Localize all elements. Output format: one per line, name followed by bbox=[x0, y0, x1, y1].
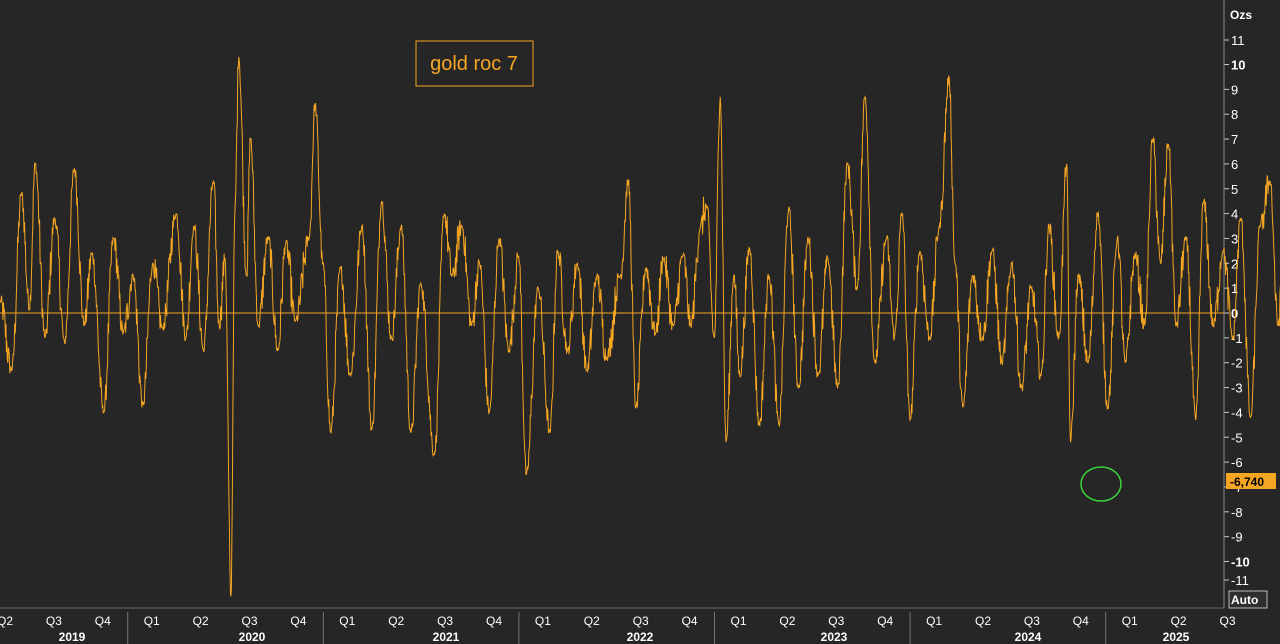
legend-label: gold roc 7 bbox=[430, 53, 518, 75]
y-tick-label: -4 bbox=[1231, 405, 1243, 420]
x-quarter-label: Q4 bbox=[877, 614, 893, 628]
last-value-tag: -6,740 bbox=[1226, 473, 1276, 489]
y-tick-label: 10 bbox=[1231, 58, 1245, 73]
series-line-gold-roc-7 bbox=[0, 56, 1280, 597]
x-quarter-label: Q2 bbox=[584, 614, 600, 628]
x-year-label: 2023 bbox=[821, 630, 848, 644]
x-quarter-label: Q3 bbox=[633, 614, 649, 628]
x-quarter-label: Q3 bbox=[241, 614, 257, 628]
x-quarter-label: Q2 bbox=[0, 614, 13, 628]
y-tick-label: -2 bbox=[1231, 356, 1243, 371]
y-tick-label: -10 bbox=[1231, 555, 1250, 570]
y-tick-label: -11 bbox=[1231, 573, 1249, 588]
x-quarter-label: Q2 bbox=[193, 614, 209, 628]
auto-button-label: Auto bbox=[1231, 593, 1258, 607]
x-quarter-label: Q2 bbox=[388, 614, 404, 628]
y-tick-label: -9 bbox=[1231, 530, 1243, 545]
legend-box: gold roc 7 bbox=[415, 40, 534, 87]
x-quarter-label: Q3 bbox=[828, 614, 844, 628]
x-quarter-label: Q4 bbox=[486, 614, 502, 628]
x-quarter-label: Q3 bbox=[1219, 614, 1235, 628]
last-value-label: -6,740 bbox=[1230, 475, 1264, 489]
y-tick-label: 9 bbox=[1231, 82, 1238, 97]
x-quarter-label: Q3 bbox=[46, 614, 62, 628]
x-year-label: 2024 bbox=[1015, 630, 1042, 644]
y-tick-label: -5 bbox=[1231, 430, 1243, 445]
x-quarter-label: Q3 bbox=[437, 614, 453, 628]
x-quarter-label: Q1 bbox=[144, 614, 160, 628]
x-quarter-label: Q3 bbox=[1024, 614, 1040, 628]
x-quarter-label: Q4 bbox=[1073, 614, 1089, 628]
x-quarter-label: Q1 bbox=[926, 614, 942, 628]
auto-scale-button[interactable]: Auto bbox=[1228, 590, 1268, 609]
x-year-label: 2025 bbox=[1163, 630, 1190, 644]
y-axis-unit-label: Ozs bbox=[1230, 8, 1252, 22]
x-quarter-label: Q4 bbox=[290, 614, 306, 628]
last-value-highlight-circle bbox=[1080, 466, 1122, 502]
y-tick-label: -6 bbox=[1231, 455, 1243, 470]
x-year-label: 2021 bbox=[433, 630, 460, 644]
y-tick-label: 2 bbox=[1231, 256, 1238, 271]
y-tick-label: 11 bbox=[1231, 33, 1245, 48]
x-quarter-label: Q4 bbox=[95, 614, 111, 628]
x-year-label: 2020 bbox=[239, 630, 266, 644]
x-quarter-label: Q2 bbox=[1171, 614, 1187, 628]
y-tick-label: 4 bbox=[1231, 207, 1238, 222]
x-year-label: 2019 bbox=[59, 630, 86, 644]
x-quarter-label: Q2 bbox=[779, 614, 795, 628]
y-tick-label: -3 bbox=[1231, 381, 1243, 396]
x-quarter-label: Q1 bbox=[535, 614, 551, 628]
x-quarter-label: Q1 bbox=[1122, 614, 1138, 628]
y-tick-label: 1 bbox=[1231, 281, 1238, 296]
x-quarter-label: Q1 bbox=[339, 614, 355, 628]
x-year-label: 2022 bbox=[627, 630, 654, 644]
y-tick-label: -1 bbox=[1231, 331, 1243, 346]
y-tick-label: -8 bbox=[1231, 505, 1243, 520]
y-tick-label: 3 bbox=[1231, 231, 1238, 246]
y-tick-label: 7 bbox=[1231, 132, 1238, 147]
x-quarter-label: Q2 bbox=[975, 614, 991, 628]
y-tick-label: 0 bbox=[1231, 306, 1238, 321]
x-quarter-label: Q1 bbox=[730, 614, 746, 628]
x-axis-ticks: Q2 Q3 Q4 Q1 Q2 Q3 Q4 Q1 Q2 Q3 Q4 Q1 Q2 Q3 Q4 Q1 Q2 Q3 Q4 Q1… bbox=[0, 607, 1236, 644]
y-tick-label: 8 bbox=[1231, 107, 1238, 122]
x-quarter-label: Q4 bbox=[682, 614, 698, 628]
y-tick-label: 5 bbox=[1231, 182, 1238, 197]
y-tick-label: 6 bbox=[1231, 157, 1238, 172]
